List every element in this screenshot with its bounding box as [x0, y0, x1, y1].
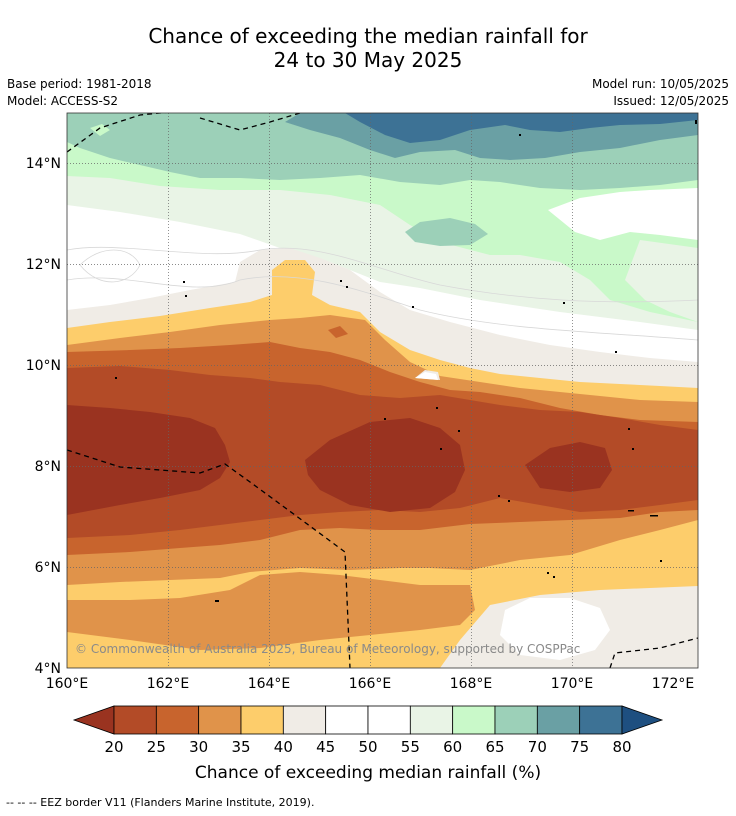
issued-label: Issued: 12/05/2025 — [613, 94, 729, 108]
colorbar-label: 30 — [189, 738, 208, 756]
colorbar-swatch — [409, 705, 454, 735]
x-tick-label: 160°E — [46, 676, 89, 692]
colorbar-arrow-high — [621, 705, 664, 735]
colorbar-swatch — [282, 705, 327, 735]
colorbar-swatch — [113, 705, 157, 735]
y-tick-label: 14°N — [26, 156, 61, 172]
colorbar-label: 45 — [316, 738, 335, 756]
band-45-patch-2 — [415, 372, 438, 380]
x-tick-label: 168°E — [450, 676, 493, 692]
eez-border-south-east — [609, 637, 698, 668]
eez-border-marshall — [67, 449, 351, 668]
eez-borders — [67, 113, 698, 668]
y-tick-label: 8°N — [35, 459, 61, 475]
colorbar-label: 55 — [401, 738, 420, 756]
eez-legend-note: -- -- -- EEZ border V11 (Flanders Marine… — [6, 796, 315, 809]
x-tick-label: 172°E — [652, 676, 695, 692]
colorbar-arrow-low — [72, 705, 115, 735]
y-tick-label: 12°N — [26, 257, 61, 273]
band-60-patch-east — [625, 240, 698, 322]
map-title-line2: 24 to 30 May 2025 — [273, 48, 463, 72]
x-tick-label: 162°E — [147, 676, 190, 692]
x-tick-label: 164°E — [248, 676, 291, 692]
band-20-east — [525, 442, 612, 492]
x-tick-label: 170°E — [551, 676, 594, 692]
colorbar-swatch — [367, 705, 411, 735]
graticule — [67, 113, 698, 668]
island-markers — [115, 120, 697, 602]
eez-border-north — [67, 113, 167, 153]
colorbar-label: 40 — [274, 738, 293, 756]
colorbar-swatch — [240, 705, 284, 735]
band-35-south — [67, 572, 475, 650]
contour-line — [67, 246, 698, 303]
colorbar-swatch — [325, 705, 369, 735]
y-tick-label: 6°N — [35, 560, 61, 576]
x-tick-label: 166°E — [349, 676, 392, 692]
map-frame — [66, 112, 699, 669]
band-20-west — [67, 405, 230, 515]
colorbar-label: 25 — [147, 738, 166, 756]
colorbar-label: 50 — [358, 738, 377, 756]
band-55-patch — [548, 188, 698, 240]
colorbar-swatch — [579, 705, 623, 735]
colorbar-swatch — [155, 705, 200, 735]
y-axis-ticks: 14°N 12°N 10°N 8°N 6°N 4°N — [26, 156, 61, 677]
colorbar-label: 65 — [485, 738, 504, 756]
y-tick-label: 10°N — [26, 358, 61, 374]
band-20-central — [305, 418, 465, 512]
band-30-patch-north — [328, 326, 348, 338]
colorbar-label: 60 — [443, 738, 462, 756]
model-label: Model: ACCESS-S2 — [7, 94, 119, 108]
y-tick-label: 4°N — [35, 661, 61, 677]
colorbar: 20 25 30 35 40 45 50 55 60 65 70 75 80 — [72, 705, 664, 756]
x-axis-ticks: 160°E 162°E 164°E 166°E 168°E 170°E 172°… — [46, 676, 695, 692]
model-run-label: Model run: 10/05/2025 — [591, 77, 729, 91]
colorbar-label: 20 — [104, 738, 123, 756]
colorbar-label: 75 — [570, 738, 589, 756]
colorbar-swatch — [452, 705, 496, 735]
colorbar-swatch — [198, 705, 242, 735]
band-70-patch — [405, 218, 488, 246]
colorbar-swatch — [494, 705, 538, 735]
colorbar-label: 70 — [528, 738, 547, 756]
band-80 — [345, 113, 698, 143]
rainfall-contour-map — [67, 113, 698, 668]
band-50-south — [500, 598, 610, 660]
base-period-label: Base period: 1981-2018 — [7, 77, 152, 91]
contour-line — [67, 276, 698, 341]
colorbar-label: 35 — [231, 738, 250, 756]
colorbar-label: 80 — [612, 738, 631, 756]
copyright-notice: © Commonwealth of Australia 2025, Bureau… — [75, 642, 580, 656]
eez-border-north-2 — [199, 113, 301, 131]
colorbar-title: Chance of exceeding median rainfall (%) — [195, 763, 541, 783]
map-title-line1: Chance of exceeding the median rainfall … — [148, 24, 588, 48]
contour-line — [79, 249, 141, 283]
colorbar-swatch — [536, 705, 581, 735]
